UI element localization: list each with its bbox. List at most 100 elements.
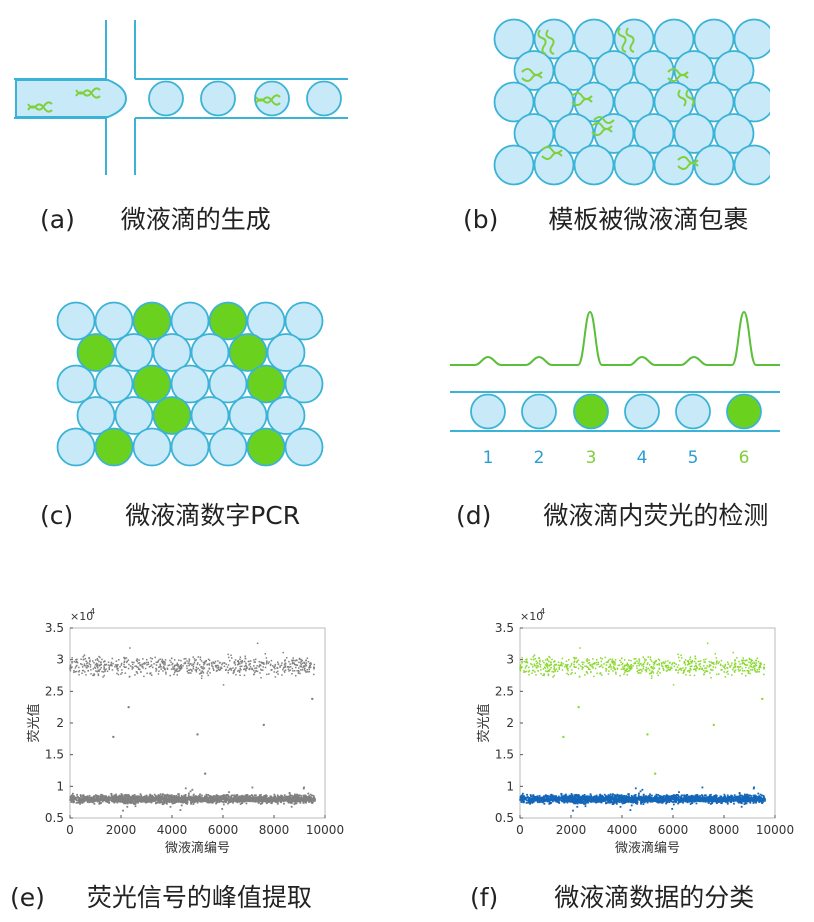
- data-point: [178, 667, 180, 669]
- data-point: [657, 670, 659, 672]
- data-point: [99, 656, 101, 659]
- data-point: [225, 798, 228, 801]
- x-tick-label: 0: [516, 823, 524, 837]
- data-point: [212, 666, 214, 668]
- data-point: [139, 664, 142, 667]
- data-point: [235, 797, 238, 800]
- data-point: [274, 665, 276, 667]
- data-point: [110, 663, 112, 665]
- data-point: [561, 669, 564, 671]
- data-point: [300, 797, 303, 800]
- droplet: [94, 301, 134, 341]
- data-point: [573, 660, 576, 663]
- data-point: [91, 799, 94, 802]
- data-point: [303, 799, 306, 802]
- data-point: [220, 666, 222, 669]
- data-point: [754, 664, 757, 666]
- data-point: [96, 664, 98, 667]
- data-point: [565, 665, 568, 667]
- data-point: [248, 667, 251, 670]
- data-point: [92, 674, 94, 677]
- data-point: [289, 801, 292, 804]
- data-point: [180, 794, 183, 797]
- data-point: [222, 803, 225, 806]
- data-point: [690, 665, 693, 667]
- data-point: [300, 658, 302, 661]
- data-point: [135, 800, 138, 803]
- data-point: [528, 673, 530, 676]
- data-point: [621, 662, 624, 665]
- data-point: [75, 661, 77, 663]
- data-point: [185, 796, 188, 799]
- data-point: [230, 794, 233, 797]
- data-point: [283, 670, 286, 672]
- data-point: [159, 663, 161, 666]
- data-point: [222, 684, 225, 686]
- data-point: [125, 800, 128, 803]
- data-point: [292, 800, 295, 802]
- data-point: [751, 669, 754, 671]
- data-point: [236, 796, 239, 799]
- data-point: [636, 660, 638, 662]
- data-point: [682, 798, 684, 801]
- data-point: [127, 667, 130, 670]
- data-point: [81, 669, 84, 672]
- data-point: [734, 669, 737, 671]
- data-point: [268, 673, 270, 675]
- data-point: [704, 671, 706, 674]
- y-tick-label: 0.5: [495, 811, 514, 825]
- data-point: [672, 684, 675, 686]
- data-point: [123, 656, 125, 659]
- data-point: [99, 802, 102, 805]
- data-point: [87, 799, 90, 801]
- data-point: [644, 669, 646, 671]
- data-point: [216, 798, 219, 800]
- data-point: [299, 794, 302, 797]
- data-point: [165, 801, 168, 804]
- data-point: [682, 800, 685, 803]
- data-point: [695, 667, 698, 670]
- droplet: [613, 144, 655, 186]
- data-point: [533, 664, 536, 667]
- data-point: [183, 662, 185, 665]
- data-point: [286, 795, 288, 798]
- data-point: [217, 668, 220, 670]
- data-point: [638, 661, 640, 663]
- data-point: [127, 800, 130, 803]
- data-point: [115, 798, 118, 801]
- data-point: [278, 798, 281, 801]
- data-point: [204, 660, 206, 663]
- data-point: [749, 669, 752, 671]
- droplet: [653, 18, 695, 60]
- x-axis-label: 微液滴编号: [165, 840, 230, 856]
- data-point: [170, 794, 173, 797]
- data-point: [213, 669, 215, 671]
- data-point: [642, 793, 645, 796]
- data-point: [687, 663, 690, 665]
- data-point: [133, 794, 136, 796]
- data-point: [170, 661, 172, 664]
- data-point: [680, 657, 683, 659]
- data-point: [555, 795, 557, 798]
- data-point: [302, 800, 304, 803]
- data-point: [137, 801, 139, 804]
- data-point: [706, 665, 708, 667]
- data-point: [232, 672, 235, 674]
- data-point: [241, 660, 244, 663]
- data-point: [653, 663, 655, 666]
- data-point: [566, 801, 569, 804]
- data-point: [650, 665, 653, 668]
- data-point: [289, 665, 292, 668]
- data-point: [542, 674, 544, 677]
- data-point: [114, 666, 116, 668]
- data-point: [709, 672, 711, 674]
- data-point: [117, 663, 119, 666]
- data-point: [274, 667, 276, 670]
- data-point: [310, 797, 313, 800]
- data-point: [650, 671, 652, 674]
- data-point: [206, 672, 209, 674]
- data-point: [292, 661, 294, 664]
- data-point: [267, 798, 270, 801]
- data-point: [290, 802, 293, 805]
- data-point: [183, 797, 186, 799]
